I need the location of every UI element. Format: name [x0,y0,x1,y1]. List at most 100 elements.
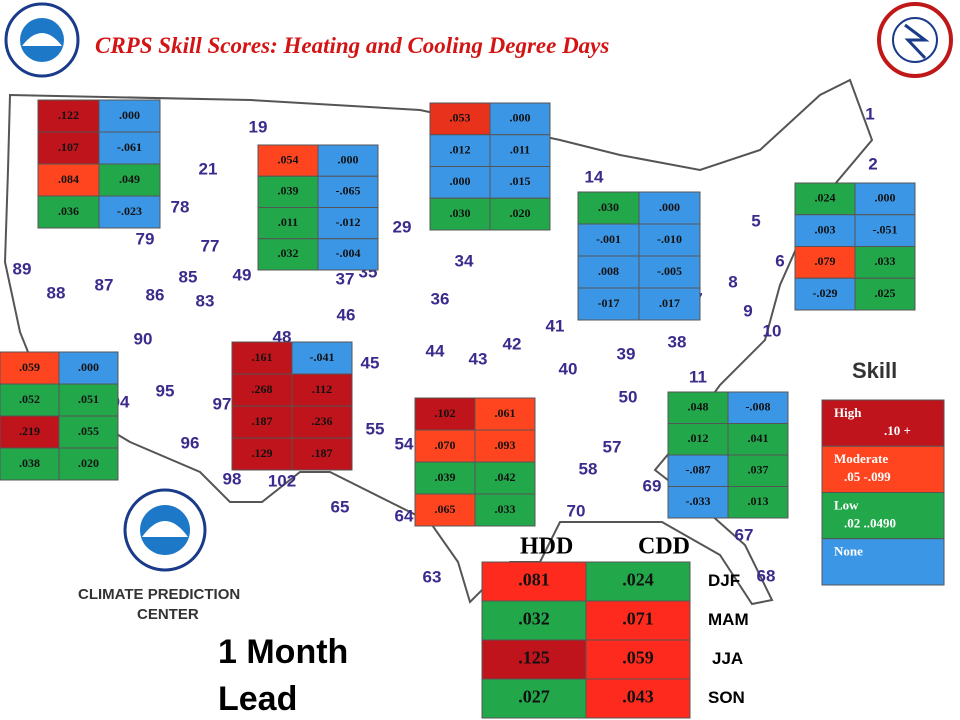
noaa-logo [4,2,80,78]
legend-swatch [821,538,945,586]
legend-name: None [834,544,863,559]
region-table-value: .187 [312,446,333,460]
region-number: 14 [585,167,604,186]
region-table-value: .000 [78,360,99,374]
region-table-cell [638,191,701,225]
region-number: 44 [426,341,445,360]
legend-swatch [821,492,945,540]
region-table-value: .024 [815,191,836,205]
region-number: 85 [179,267,198,286]
region-table-value: -.087 [686,463,711,477]
region-number: 34 [455,251,474,270]
region-table-value: .122 [58,108,79,122]
region-table-value: .093 [495,438,516,452]
region-table-cell [58,351,119,385]
region-table-value: -.023 [117,204,142,218]
region-table-value: .065 [435,502,456,516]
region-table-value: .015 [510,174,531,188]
region-table-value: .020 [78,456,99,470]
region-table-value: .079 [815,254,836,268]
region-number: 77 [201,236,220,255]
region-number: 70 [567,501,586,520]
summary-table-cell [585,600,691,641]
summary-header: HDD [520,534,573,560]
nws-logo [877,2,953,78]
region-table-value: -017 [598,296,620,310]
region-number: 96 [181,433,200,452]
region-table-cell [98,131,161,165]
region-table-cell [58,383,119,417]
region-table-value: .268 [252,382,273,396]
region-table-value: .042 [495,470,516,484]
region-table-value: .052 [19,392,40,406]
region-table-cell [291,373,353,407]
region-table-value: .061 [495,406,516,420]
region-table-cell [317,144,379,177]
region-table-value: -.010 [657,232,682,246]
season-label: JJA [712,649,743,668]
region-table-cell [231,437,293,471]
region-table-cell [414,493,476,527]
region-number: 40 [559,359,578,378]
region-table-cell [257,175,319,208]
region-table-value: .107 [58,140,79,154]
summary-table-cell [585,561,691,602]
region-table-cell [317,207,379,240]
region-table-cell [291,341,353,375]
summary-table-cell [585,678,691,719]
region-table-value: .000 [119,108,140,122]
region-table-cell [489,166,551,199]
region-table-value: .013 [748,494,769,508]
region-table-cell [489,134,551,167]
region-number: 64 [395,506,414,525]
summary-table-value: .027 [518,687,550,707]
region-table-cell [577,287,640,321]
region-number: 11 [689,367,707,386]
region-table-cell [794,214,856,247]
region-number: 50 [619,387,638,406]
region-table-value: .030 [450,206,471,220]
region-table-cell [291,405,353,439]
region-number: 102 [268,471,296,490]
lead-label: 1 Month [218,633,348,671]
region-table-value: .012 [450,142,471,156]
region-table-cell [727,423,789,456]
region-table-value: .041 [748,431,769,445]
region-table-cell [37,99,100,133]
region-table-value: .187 [252,414,273,428]
region-number: 89 [13,259,32,278]
region-table-cell [58,447,119,481]
region-number: 9 [743,301,752,320]
summary-header: CDD [638,534,690,560]
region-table-cell [727,454,789,487]
region-table-cell [727,391,789,424]
region-table-value: .000 [510,111,531,125]
region-table-cell [98,195,161,229]
summary-table-value: .059 [622,648,654,668]
region-number: 79 [136,229,155,248]
region-table-value: .000 [450,174,471,188]
region-table-value: .039 [278,184,299,198]
region-number: 98 [223,469,242,488]
region-table-cell [429,166,491,199]
legend-name: High [834,405,862,420]
region-number: 87 [95,275,114,294]
region-number: 67 [735,525,754,544]
legend-swatch [821,445,945,493]
legend-name: Moderate [834,451,888,466]
region-table-value: .025 [875,286,896,300]
region-number: 43 [469,349,488,368]
region-table-value: .012 [688,431,709,445]
region-table-value: .003 [815,222,836,236]
legend-title: Skill [852,358,897,383]
region-table-value: .000 [338,152,359,166]
region-number: 10 [763,321,782,340]
region-number: 54 [395,434,414,453]
region-number: 29 [393,217,412,236]
region-number: 37 [336,269,355,288]
region-number: 21 [199,159,218,178]
region-table-cell [854,277,916,311]
region-table-cell [37,131,100,165]
region-table-value: .039 [435,470,456,484]
region-number: 1 [865,104,874,123]
